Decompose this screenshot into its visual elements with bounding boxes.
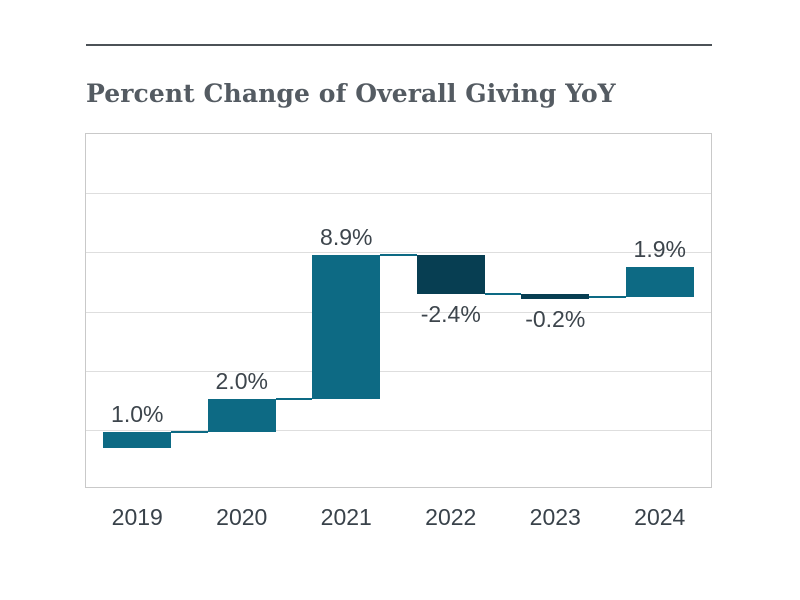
x-axis-label-2022: 2022 [425,504,477,530]
bar-2021 [312,255,380,399]
waterfall-connector [276,398,312,400]
waterfall-connector [589,296,626,298]
x-axis-label-2023: 2023 [529,504,581,530]
gridline [86,371,711,372]
waterfall-connector [485,293,521,295]
x-axis-label-2021: 2021 [320,504,372,530]
x-axis-label-2019: 2019 [111,504,163,530]
bar-2020 [208,399,276,432]
header-divider-rule [86,44,712,46]
bar-2019 [103,432,171,448]
gridline [86,312,711,313]
value-label-2020: 2.0% [215,368,268,394]
bar-2022 [417,255,485,294]
gridline [86,252,711,253]
value-label-2024: 1.9% [633,236,686,262]
bar-2024 [626,267,694,297]
bar-2023 [521,294,589,299]
x-axis-label-2020: 2020 [216,504,268,530]
value-label-2023: -0.2% [525,306,586,332]
value-label-2021: 8.9% [320,224,373,250]
value-label-2022: -2.4% [420,301,481,327]
value-label-2019: 1.0% [111,401,164,427]
waterfall-connector [171,431,208,433]
gridline [86,193,711,194]
waterfall-connector [380,254,417,256]
x-axis-label-2024: 2024 [634,504,686,530]
gridline [86,430,711,431]
plot-area [85,133,712,488]
chart-title: Percent Change of Overall Giving YoY [86,79,616,108]
